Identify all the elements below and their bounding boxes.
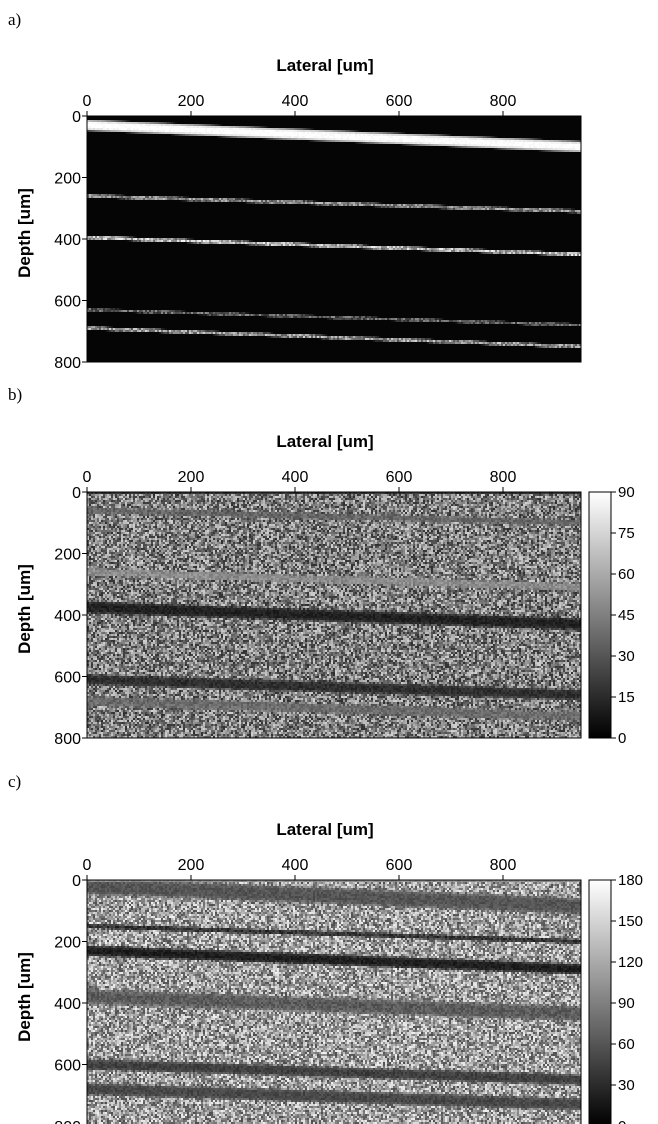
y-tick-label: 200 [54, 171, 81, 188]
colorbar-tick-label: 90 [618, 995, 635, 1012]
x-tick-label: 0 [83, 857, 92, 874]
panel-label-c: c) [8, 772, 22, 791]
x-tick-label: 400 [282, 469, 309, 486]
colorbar-tick-label: 30 [618, 648, 635, 665]
y-tick-label: 600 [54, 294, 81, 311]
y-tick-label: 600 [54, 670, 81, 687]
colorbar-tick-label: 180 [618, 872, 643, 889]
y-axis-title: Depth [um] [15, 564, 34, 654]
y-axis-title: Depth [um] [15, 952, 34, 1042]
x-tick-label: 400 [282, 93, 309, 110]
heatmap-image [87, 492, 581, 738]
x-tick-label: 200 [178, 857, 205, 874]
colorbar-tick-label: 120 [618, 954, 643, 971]
colorbar-tick-label: 15 [618, 689, 635, 706]
y-tick-label: 400 [54, 996, 81, 1013]
colorbar-tick-label: 30 [618, 1077, 635, 1094]
colorbar-tick-label: 0 [618, 730, 626, 747]
colorbar-tick-label: 60 [618, 1036, 635, 1053]
x-tick-label: 800 [490, 857, 517, 874]
x-tick-label: 200 [178, 93, 205, 110]
heatmap-image [87, 116, 581, 362]
y-tick-label: 800 [54, 355, 81, 372]
x-tick-label: 600 [386, 857, 413, 874]
colorbar-tick-label: 75 [618, 525, 635, 542]
x-tick-label: 600 [386, 469, 413, 486]
colorbar-tick-label: 90 [618, 484, 635, 501]
y-tick-label: 400 [54, 232, 81, 249]
colorbar-tick-label: 45 [618, 607, 635, 624]
y-tick-label: 800 [54, 731, 81, 748]
colorbar-tick-label: 60 [618, 566, 635, 583]
x-tick-label: 0 [83, 469, 92, 486]
x-tick-label: 400 [282, 857, 309, 874]
x-tick-label: 800 [490, 469, 517, 486]
x-tick-label: 600 [386, 93, 413, 110]
y-tick-label: 0 [72, 485, 81, 502]
colorbar-tick-label: 150 [618, 913, 643, 930]
x-tick-label: 0 [83, 93, 92, 110]
colorbar [588, 879, 612, 1124]
y-tick-label: 600 [54, 1058, 81, 1075]
y-tick-label: 0 [72, 873, 81, 890]
x-axis-title: Lateral [um] [276, 56, 373, 75]
y-tick-label: 400 [54, 608, 81, 625]
colorbar [588, 491, 612, 739]
heatmap-image [87, 880, 581, 1124]
panel-label-a: a) [8, 10, 22, 29]
panel-label-b: b) [8, 385, 23, 404]
y-tick-label: 200 [54, 547, 81, 564]
y-axis-title: Depth [um] [15, 188, 34, 278]
x-axis-title: Lateral [um] [276, 820, 373, 839]
x-axis-title: Lateral [um] [276, 432, 373, 451]
colorbar-tick-label: 0 [618, 1118, 626, 1124]
y-tick-label: 0 [72, 109, 81, 126]
x-tick-label: 200 [178, 469, 205, 486]
y-tick-label: 800 [54, 1119, 81, 1124]
y-tick-label: 200 [54, 935, 81, 952]
x-tick-label: 800 [490, 93, 517, 110]
chart-panel-1: 0 200 400 600 800 0 200 400 600 800 Lateral [um] De… [15, 56, 582, 372]
